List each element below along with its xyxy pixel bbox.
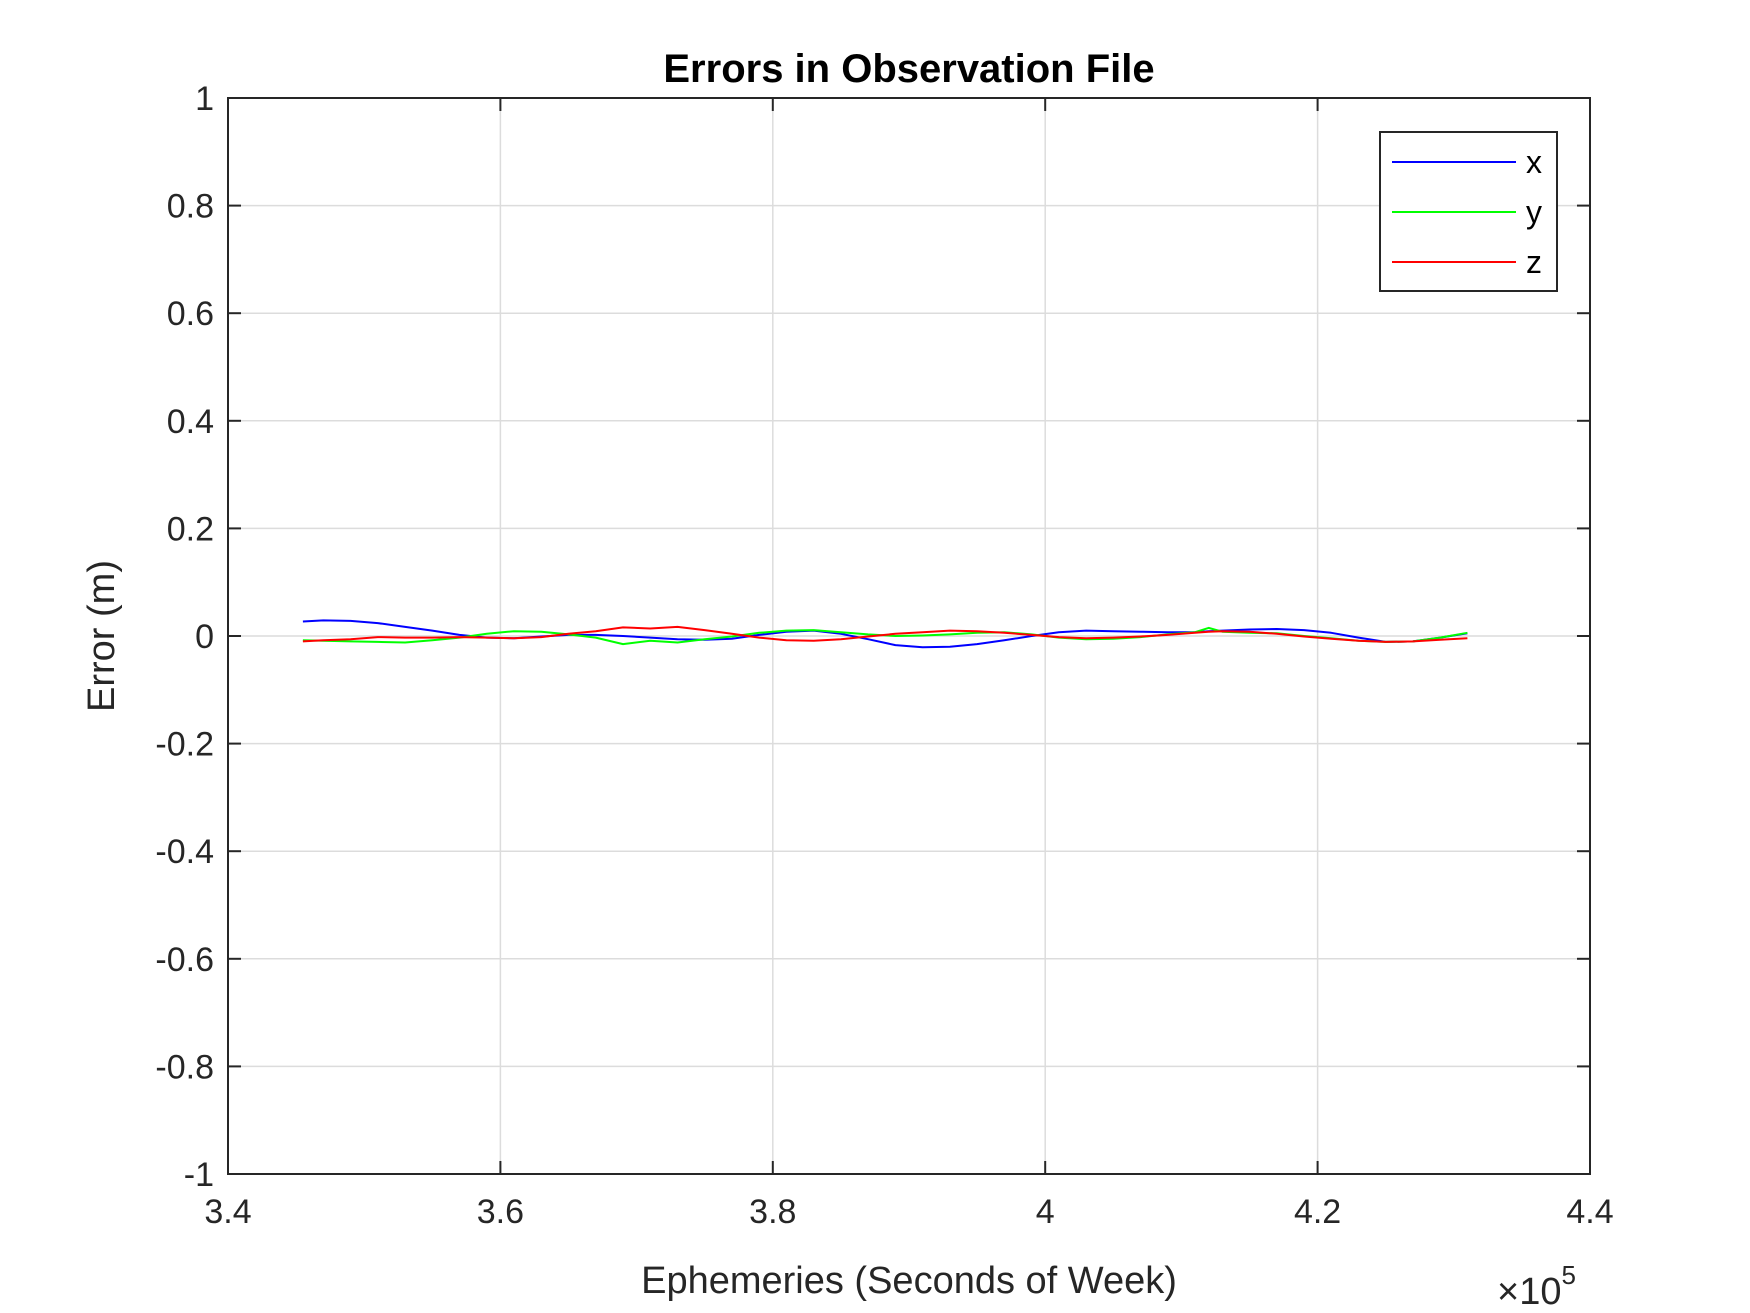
x-tick-label: 3.8 [749, 1193, 796, 1231]
x-exponent-base: ×10 [1497, 1271, 1561, 1313]
axis-ticks [227, 97, 1591, 1175]
y-tick-labels: -1 -0.8 -0.6 -0.4 -0.2 0 0.2 0.4 0.6 0.8 1 [155, 80, 214, 1194]
series-line-z [302, 625, 1468, 643]
y-tick-label: -0.8 [155, 1048, 214, 1086]
x-tick-label: 3.4 [204, 1193, 251, 1231]
y-tick-label: 0.8 [167, 188, 214, 226]
y-tick-label: 0.2 [167, 510, 214, 548]
x-axis-label: Ephemeries (Seconds of Week) [641, 1260, 1177, 1302]
svg-text:×105: ×105 [1497, 1260, 1576, 1313]
y-tick-label: 1 [195, 80, 214, 118]
chart-title: Errors in Observation File [663, 47, 1154, 91]
legend-label-y: y [1526, 194, 1542, 230]
x-tick-labels: 3.4 3.6 3.8 4 4.2 4.4 [204, 1193, 1613, 1231]
legend-entries: xyz [1392, 144, 1542, 280]
legend-label-z: z [1526, 244, 1542, 280]
x-tick-label: 4 [1036, 1193, 1055, 1231]
legend-label-x: x [1526, 144, 1542, 180]
x-exponent-label: ×105 [1497, 1260, 1576, 1313]
y-tick-label: 0 [195, 618, 214, 656]
x-tick-label: 4.4 [1566, 1193, 1613, 1231]
y-tick-label: 0.6 [167, 295, 214, 333]
y-tick-label: -0.2 [155, 726, 214, 764]
x-tick-label: 3.6 [477, 1193, 524, 1231]
y-tick-label: -1 [184, 1156, 214, 1194]
y-axis-label: Error (m) [81, 560, 123, 712]
legend[interactable]: xyz [1379, 131, 1558, 292]
series-lines [302, 619, 1468, 649]
x-exponent-power: 5 [1561, 1260, 1575, 1290]
x-tick-label: 4.2 [1294, 1193, 1341, 1231]
y-tick-label: 0.4 [167, 403, 214, 441]
y-tick-label: -0.6 [155, 941, 214, 979]
y-tick-label: -0.4 [155, 833, 214, 871]
